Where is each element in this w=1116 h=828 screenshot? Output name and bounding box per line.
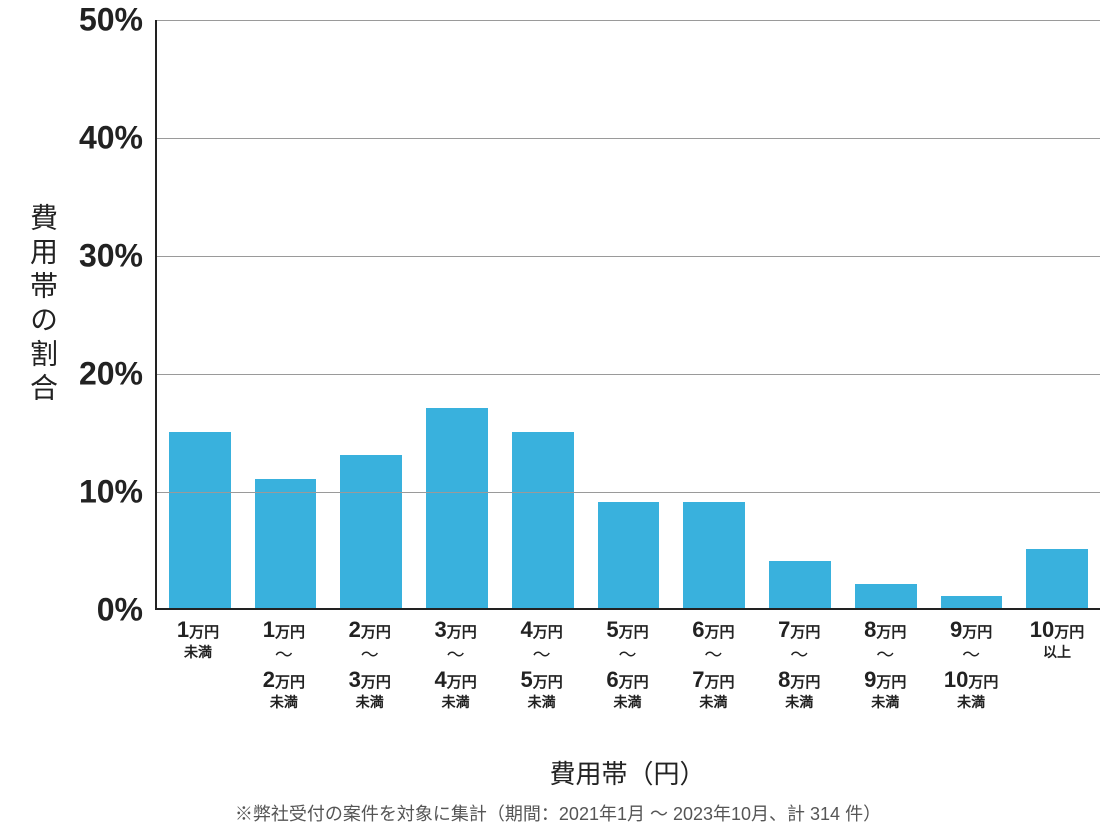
bar <box>340 455 402 608</box>
x-category-label: 1万円未満 <box>155 616 241 711</box>
x-category-label: 2万円〜3万円未満 <box>327 616 413 711</box>
x-axis-title: 費用帯（円） <box>155 754 1100 791</box>
x-category-label: 9万円〜10万円未満 <box>928 616 1014 711</box>
y-tick-label: 50% <box>79 2 143 39</box>
bar-slot <box>929 20 1015 608</box>
x-category-label: 4万円〜5万円未満 <box>499 616 585 711</box>
y-tick-label: 40% <box>79 120 143 157</box>
bar <box>683 502 745 608</box>
x-category-label: 6万円〜7万円未満 <box>670 616 756 711</box>
x-category-label: 7万円〜8万円未満 <box>756 616 842 711</box>
bar <box>512 432 574 608</box>
y-tick-label: 0% <box>97 592 143 629</box>
gridline <box>157 492 1100 493</box>
bars-container <box>157 20 1100 608</box>
y-tick-label: 10% <box>79 474 143 511</box>
bar <box>769 561 831 608</box>
gridline <box>157 138 1100 139</box>
bar <box>255 479 317 608</box>
x-category-label: 5万円〜6万円未満 <box>585 616 671 711</box>
x-category-label: 10万円以上 <box>1014 616 1100 711</box>
bar-slot <box>757 20 843 608</box>
bar-slot <box>243 20 329 608</box>
bar-slot <box>586 20 672 608</box>
y-axis-title: 費用帯の割合 <box>22 0 62 610</box>
x-axis-labels: 1万円未満1万円〜2万円未満2万円〜3万円未満3万円〜4万円未満4万円〜5万円未… <box>155 616 1100 711</box>
bar-slot <box>1014 20 1100 608</box>
bar-chart: 費用帯の割合 0%10%20%30%40%50% 1万円未満1万円〜2万円未満2… <box>0 0 1116 828</box>
bar-slot <box>671 20 757 608</box>
bar <box>169 432 231 608</box>
plot-area: 0%10%20%30%40%50% <box>155 20 1100 610</box>
bar-slot <box>843 20 929 608</box>
x-category-label: 8万円〜9万円未満 <box>842 616 928 711</box>
footnote: ※弊社受付の案件を対象に集計（期間：2021年1月 〜 2023年10月、計 3… <box>0 800 1116 826</box>
x-category-label: 1万円〜2万円未満 <box>241 616 327 711</box>
bar-slot <box>414 20 500 608</box>
bar-slot <box>500 20 586 608</box>
y-tick-label: 20% <box>79 356 143 393</box>
gridline <box>157 20 1100 21</box>
gridline <box>157 374 1100 375</box>
bar-slot <box>157 20 243 608</box>
bar <box>598 502 660 608</box>
y-tick-label: 30% <box>79 238 143 275</box>
gridline <box>157 256 1100 257</box>
bar <box>855 584 917 608</box>
bar-slot <box>328 20 414 608</box>
x-category-label: 3万円〜4万円未満 <box>413 616 499 711</box>
y-axis-title-text: 費用帯の割合 <box>22 203 62 407</box>
bar <box>941 596 1003 608</box>
bar <box>426 408 488 608</box>
bar <box>1026 549 1088 608</box>
